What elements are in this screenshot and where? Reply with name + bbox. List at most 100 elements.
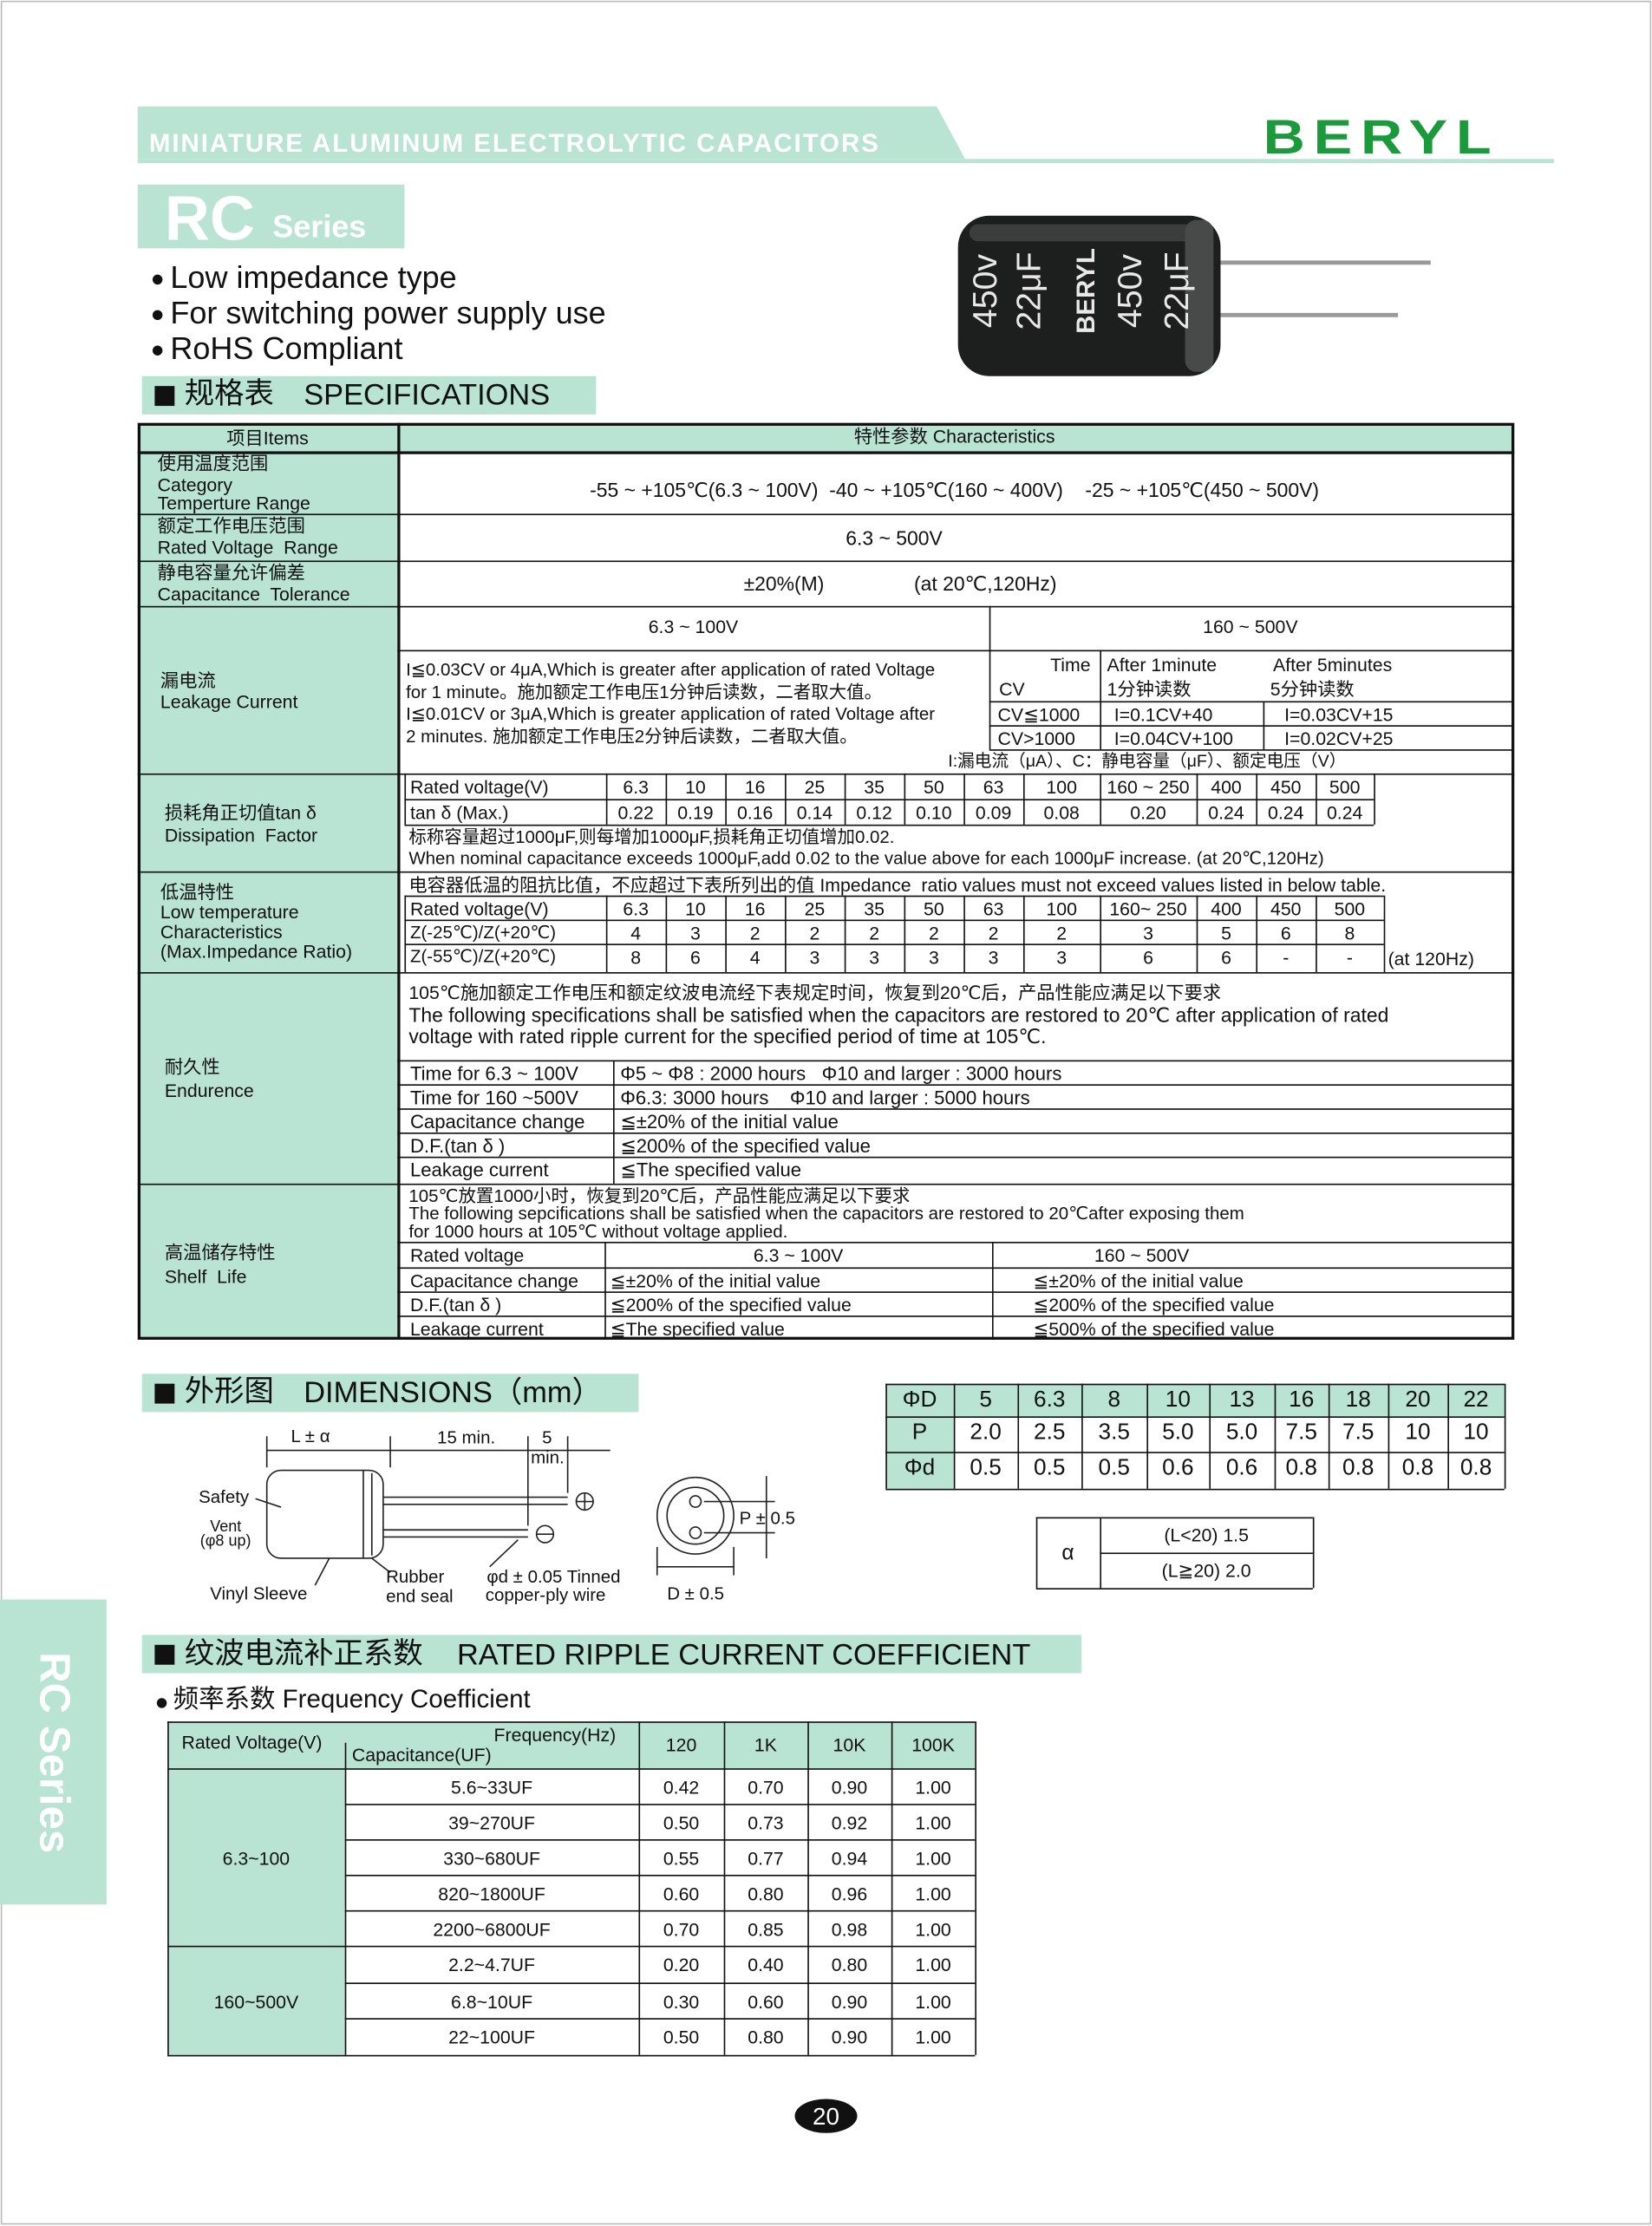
text: 低温特性 (160, 881, 235, 903)
cell: 16 (744, 776, 766, 798)
text: Time for 6.3 ~ 100V (409, 1062, 578, 1085)
text: 使用温度范围 (157, 453, 269, 474)
rule (989, 725, 1512, 727)
fill (137, 451, 398, 1340)
rule (1100, 650, 1102, 750)
text: ≦The specified value (610, 1318, 785, 1340)
cell: 1.00 (915, 1811, 951, 1834)
cell: 8 (1107, 1387, 1121, 1413)
cell: 0.22 (617, 801, 654, 824)
heading: DIMENSIONS（mm） (304, 1376, 602, 1410)
rule (1100, 895, 1102, 973)
cell: 0.19 (677, 801, 714, 824)
cell: 6 (1280, 922, 1291, 944)
text: After 1minute (1107, 654, 1218, 676)
heading: 纹波电流补正系数 (184, 1637, 423, 1671)
text: for 1000 hours at 105℃ without voltage a… (408, 1222, 788, 1243)
cell: 39~270UF (448, 1811, 536, 1834)
diagram-label: P ± 0.5 (739, 1508, 795, 1529)
rule (1316, 773, 1317, 825)
rule (1196, 773, 1198, 825)
text: Frequency(Hz) (493, 1724, 617, 1746)
rule (404, 895, 1384, 898)
cell: 0.70 (748, 1777, 784, 1798)
rule (844, 773, 846, 825)
cell: 6 (1143, 946, 1153, 969)
rule (1146, 1383, 1149, 1489)
cell: 1.00 (915, 1918, 951, 1941)
cell: 500 (1329, 776, 1361, 798)
rule (137, 1183, 1515, 1185)
cell: 400 (1211, 776, 1242, 798)
photo-text: 22μF (1010, 251, 1049, 330)
cell: - (1283, 946, 1290, 969)
cell: (L<20) 1.5 (1164, 1524, 1249, 1546)
text: The following specifications shall be sa… (408, 1003, 1389, 1027)
cell: 0.30 (663, 1991, 700, 2013)
cell: 0.10 (916, 801, 952, 824)
rule (167, 1721, 976, 1723)
text: (at 20℃,120Hz) (913, 571, 1057, 595)
text: Capacitance Tolerance (157, 583, 350, 605)
cell: 10 (1463, 1420, 1489, 1446)
cell: 2.0 (970, 1420, 1002, 1446)
diagram-label: 5 (542, 1427, 552, 1448)
text: When nominal capacitance exceeds 1000μF,… (408, 848, 1324, 869)
rule (137, 451, 1515, 454)
rule (397, 1267, 1512, 1270)
text: 漏电流 (160, 669, 216, 692)
cell: 20 (1405, 1387, 1431, 1413)
cell: 3 (1056, 946, 1068, 969)
cell: 8 (630, 946, 642, 969)
text: Shelf Life (164, 1265, 247, 1288)
rule (613, 1060, 615, 1184)
cell: 0.24 (1268, 801, 1304, 824)
cell: 450 (1270, 898, 1302, 920)
rule (785, 895, 787, 973)
rule (807, 1721, 809, 2055)
heading: 规格表 (184, 377, 274, 410)
rule (725, 895, 727, 973)
diagram-label: copper-ply wire (485, 1585, 606, 1605)
cell: 0.09 (975, 801, 1012, 824)
text: 标称容量超过1000μF,则每增加1000μF,损耗角正切值增加0.02. (408, 827, 895, 848)
cell: 0.80 (748, 2027, 784, 2048)
cell: 2 (809, 922, 820, 944)
cell: 0.50 (663, 1811, 700, 1834)
text: Time (1050, 654, 1091, 676)
rule (137, 560, 1515, 563)
text: Category (157, 473, 232, 496)
cell: 1.00 (915, 1954, 951, 1976)
cell: 0.24 (1208, 801, 1244, 824)
heading-box (141, 1635, 1082, 1674)
rule (605, 895, 608, 973)
cell: 25 (804, 898, 826, 920)
fill (885, 1383, 1505, 1417)
page-number-badge (794, 2099, 858, 2133)
cell: 2 (928, 922, 939, 944)
rule (665, 773, 668, 825)
cell: 6.3 (623, 776, 649, 798)
cell: - (1346, 946, 1353, 969)
cell: 160 ~ 500V (1203, 616, 1298, 637)
cell: 2 (749, 922, 761, 944)
text: Capacitance change (409, 1111, 585, 1133)
rule (397, 1156, 1512, 1159)
text: Temperture Range (157, 492, 310, 514)
cell: 0.60 (748, 1991, 784, 2013)
rule (397, 1084, 1512, 1086)
rule (891, 1721, 893, 2055)
cell: 7.5 (1342, 1420, 1374, 1446)
cell: 0.96 (831, 1883, 868, 1905)
cell: 特性参数 Characteristics (853, 425, 1055, 447)
rule (1209, 1383, 1211, 1489)
cell: 10 (1165, 1387, 1191, 1413)
rule (1447, 1383, 1449, 1489)
text: ≦±20% of the initial value (1033, 1270, 1244, 1292)
text: D.F.(tan δ ) (409, 1294, 502, 1316)
cell: 6.8~10UF (451, 1991, 533, 2013)
cell: 100 (1046, 898, 1077, 920)
cell: 160~500V (213, 1990, 299, 2012)
header-title: MINIATURE ALUMINUM ELECTROLYTIC CAPACITO… (148, 128, 880, 158)
